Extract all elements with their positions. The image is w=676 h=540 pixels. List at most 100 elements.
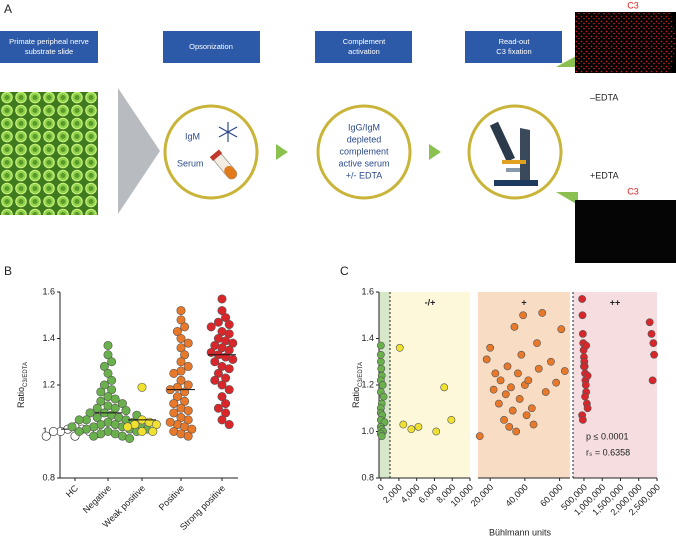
data-point bbox=[533, 339, 541, 348]
c3-staining bbox=[575, 12, 675, 73]
data-point bbox=[475, 432, 484, 441]
data-point bbox=[527, 404, 536, 413]
circle-text: complement bbox=[339, 146, 389, 156]
y-tick-label: 1.0 bbox=[361, 426, 374, 436]
edta-label: +EDTA bbox=[590, 170, 619, 180]
data-point bbox=[176, 306, 186, 316]
x-axis-label: Bühlmann units bbox=[489, 527, 552, 537]
data-point bbox=[501, 390, 510, 399]
step-box bbox=[0, 31, 98, 63]
data-point bbox=[221, 399, 231, 409]
data-point bbox=[447, 415, 456, 424]
annotation: p ≤ 0.0001 bbox=[586, 431, 628, 441]
data-point bbox=[224, 364, 234, 374]
panel-letter: B bbox=[4, 264, 12, 278]
data-point bbox=[522, 411, 531, 420]
data-point bbox=[578, 415, 587, 424]
nerve-image bbox=[0, 92, 98, 215]
x-tick-label: 20,000 bbox=[469, 482, 496, 509]
c3-label: C3 bbox=[627, 186, 639, 196]
segment-label: + bbox=[521, 297, 526, 307]
data-point bbox=[213, 403, 223, 413]
data-point bbox=[187, 424, 197, 434]
data-point bbox=[121, 406, 131, 416]
c3-image bbox=[575, 200, 676, 263]
data-point bbox=[377, 432, 386, 441]
chevron bbox=[118, 88, 160, 214]
step-text: substrate slide bbox=[25, 47, 73, 56]
step-circle bbox=[163, 104, 259, 200]
data-point bbox=[210, 357, 220, 367]
data-point bbox=[581, 392, 589, 401]
data-point bbox=[137, 426, 147, 436]
data-point bbox=[217, 415, 227, 425]
data-point bbox=[557, 325, 566, 334]
x-tick-label: 2,000 bbox=[381, 482, 404, 505]
data-point bbox=[110, 394, 120, 404]
data-point bbox=[41, 431, 51, 441]
circle-text: +/- EDTA bbox=[346, 170, 383, 180]
y-tick-label: 1.2 bbox=[361, 379, 374, 389]
data-point bbox=[515, 395, 524, 403]
step-text: Read-out bbox=[499, 37, 531, 46]
tube-icon bbox=[209, 149, 238, 180]
data-point bbox=[507, 383, 515, 392]
circle-text: IgM bbox=[185, 131, 200, 141]
data-point bbox=[228, 338, 238, 348]
data-point bbox=[500, 415, 508, 424]
data-point bbox=[183, 338, 193, 348]
data-point bbox=[183, 406, 193, 416]
y-tick-label: 1.4 bbox=[42, 333, 55, 343]
data-point bbox=[376, 357, 385, 366]
data-point bbox=[583, 371, 592, 380]
data-point bbox=[578, 311, 587, 320]
data-point bbox=[379, 392, 388, 401]
data-point bbox=[648, 376, 657, 385]
data-point bbox=[221, 313, 231, 323]
data-point bbox=[395, 343, 404, 352]
data-point bbox=[176, 343, 186, 353]
annotation: rₛ = 0.6358 bbox=[586, 447, 630, 457]
data-point bbox=[107, 375, 117, 385]
y-axis-label-sub: C3/EDTA bbox=[23, 362, 29, 387]
y-axis-label-main: Ratio bbox=[351, 387, 361, 408]
y-axis-label: RatioC3/EDTA bbox=[351, 362, 363, 408]
data-point bbox=[96, 387, 106, 397]
x-tick-label: Negative bbox=[81, 483, 113, 515]
data-point bbox=[541, 388, 550, 396]
data-point bbox=[151, 420, 161, 430]
y-axis-label-sub: C3/EDTA bbox=[358, 362, 364, 387]
step-text: Primate peripheal nerve bbox=[9, 37, 89, 46]
y-axis-label-main: Ratio bbox=[16, 387, 26, 408]
data-point bbox=[547, 357, 555, 366]
data-point bbox=[103, 368, 113, 378]
data-point bbox=[123, 422, 133, 432]
data-point bbox=[137, 382, 147, 392]
data-point bbox=[514, 369, 522, 378]
data-point bbox=[67, 422, 77, 432]
data-point bbox=[414, 422, 423, 431]
data-point bbox=[176, 375, 186, 385]
data-point bbox=[512, 427, 521, 436]
data-point bbox=[176, 315, 186, 325]
data-point bbox=[399, 420, 408, 429]
data-point bbox=[96, 396, 106, 406]
x-tick-label: 0 bbox=[375, 482, 386, 493]
edta-label: –EDTA bbox=[590, 92, 618, 102]
data-point bbox=[649, 339, 658, 348]
data-point bbox=[581, 381, 590, 389]
data-point bbox=[172, 392, 182, 402]
circle-text: Serum bbox=[177, 158, 204, 168]
data-point bbox=[183, 415, 193, 425]
segment-label: ++ bbox=[610, 297, 621, 307]
data-point bbox=[213, 368, 223, 378]
data-point bbox=[510, 322, 519, 331]
arrow bbox=[429, 144, 441, 160]
data-point bbox=[213, 317, 223, 327]
data-point bbox=[647, 329, 656, 338]
data-point bbox=[206, 322, 216, 332]
panel-a: A Primate peripheal nerve substrate slid… bbox=[0, 0, 676, 263]
data-point bbox=[496, 376, 505, 385]
data-point bbox=[517, 350, 526, 359]
